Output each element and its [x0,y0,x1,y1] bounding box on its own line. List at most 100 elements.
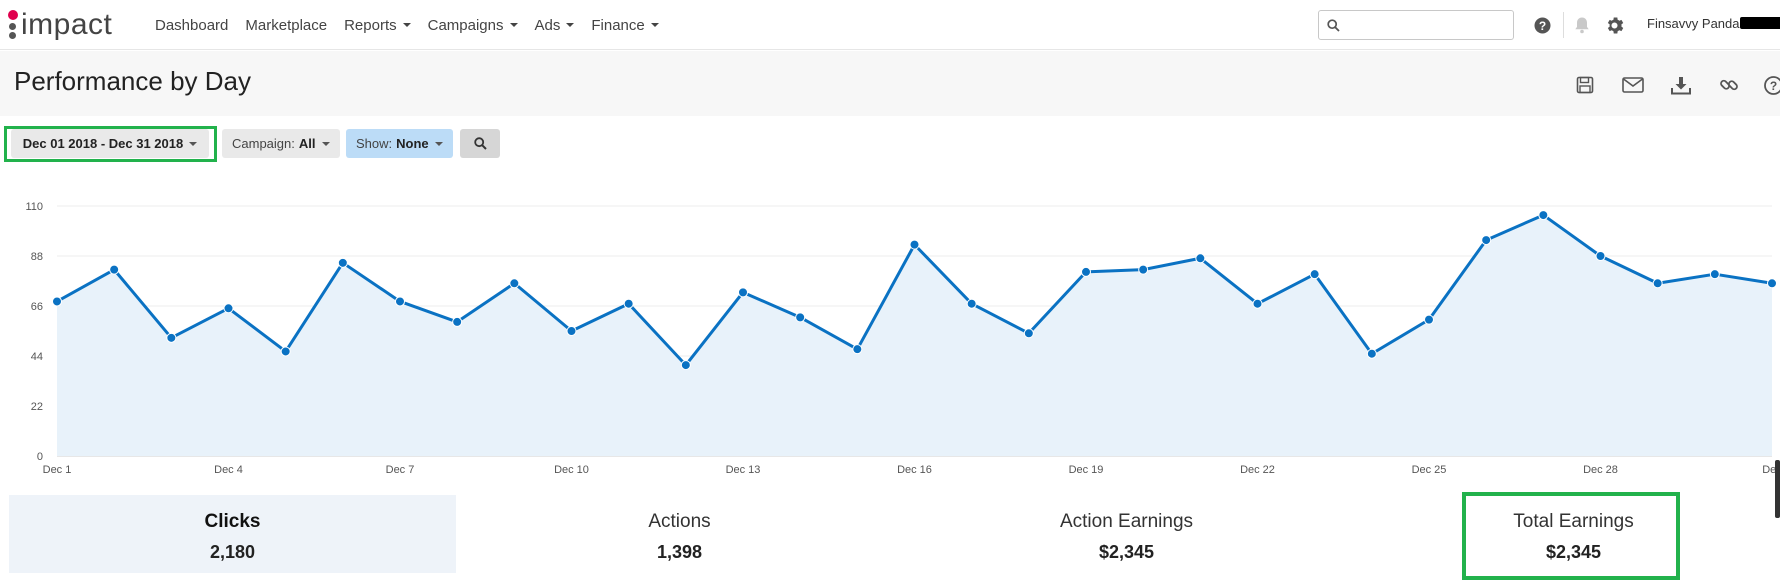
date-range-picker[interactable]: Dec 01 2018 - Dec 31 2018 [11,129,209,158]
search-icon [1327,18,1340,32]
data-point [1538,210,1549,221]
data-point [738,287,748,298]
data-point [1023,328,1034,339]
apply-search-button[interactable] [460,129,500,158]
nav-divider [1563,12,1564,38]
stat-label: Actions [648,511,711,532]
save-icon[interactable] [1573,73,1597,97]
data-point [395,296,405,307]
y-tick-label: 0 [37,451,43,463]
x-tick-label: Dec 13 [726,464,761,476]
campaign-filter-label: Campaign: [232,136,295,151]
logo-text: impact [21,8,113,41]
data-point [1424,314,1434,325]
nav-finance[interactable]: Finance [591,16,659,34]
show-filter-value: None [396,136,429,151]
search-input[interactable] [1346,17,1506,33]
data-point [795,312,806,323]
data-point [566,326,577,336]
stat-actions[interactable]: Actions 1,398 [456,495,903,573]
show-filter[interactable]: Show: None [346,129,453,158]
gear-icon[interactable] [1603,14,1625,36]
nav-reports[interactable]: Reports [344,17,411,34]
x-tick-label: Dec 10 [554,464,589,476]
stat-value: 2,180 [209,542,256,562]
nav-ads[interactable]: Ads [535,17,575,34]
download-icon[interactable] [1669,73,1693,97]
stat-action-earnings[interactable]: Action Earnings $2,345 [903,495,1350,573]
data-point [509,278,520,289]
nav-dashboard[interactable]: Dashboard [155,17,228,34]
x-tick-label: Dec 22 [1240,464,1275,476]
x-tick-label: Dec 28 [1583,464,1618,476]
campaign-filter-value: All [298,136,316,151]
help-icon[interactable]: ? [1531,14,1553,36]
show-filter-label: Show: [356,136,393,151]
data-point [223,303,234,314]
svg-text:?: ? [1538,18,1545,32]
impact-logo[interactable]: impact [6,4,112,44]
y-tick-label: 22 [31,401,43,413]
email-icon[interactable] [1621,73,1645,97]
data-point [966,298,977,309]
data-point [680,360,691,371]
data-point [1081,266,1091,277]
stat-clicks[interactable]: Clicks 2,180 [9,495,456,573]
data-point [852,344,863,355]
redacted-block [1740,17,1780,29]
stat-total-earnings[interactable]: Total Earnings $2,345 [1350,495,1780,573]
help-icon[interactable]: ? [1761,73,1780,97]
bell-icon[interactable] [1571,14,1593,36]
data-point [166,332,177,343]
nav-dashboard-label: Dashboard [155,16,229,34]
data-point [1252,298,1263,309]
user-menu[interactable]: Finsavvy Panda [1647,16,1740,31]
nav-marketplace-label: Marketplace [245,16,328,34]
top-navigation: impact Dashboard Marketplace Reports Cam… [0,0,1780,50]
nav-campaigns[interactable]: Campaigns [428,17,518,34]
global-search[interactable] [1318,10,1514,40]
nav-campaigns-label: Campaigns [427,16,504,34]
series-area [57,215,1772,456]
search-icon [473,137,487,150]
nav-marketplace[interactable]: Marketplace [245,17,327,34]
stat-value: $2,345 [1098,542,1155,562]
data-point [1138,264,1149,275]
chevron-down-icon [189,141,198,146]
date-range-value: Dec 01 2018 - Dec 31 2018 [22,136,184,151]
campaign-filter[interactable]: Campaign: All [222,129,340,158]
x-tick-label: Dec 25 [1412,464,1447,476]
line-chart: 0 22 44 66 88 110 Dec 1 Dec 4 Dec 7 Dec 10 Dec 13 D… [25,201,1780,476]
data-point [52,296,62,307]
nav-reports-label: Reports [344,16,397,34]
scrollbar-thumb[interactable] [1775,460,1780,518]
data-point [452,316,463,327]
page-header: Performance by Day ? [0,51,1780,116]
link-icon[interactable] [1717,73,1741,97]
data-point [909,239,920,250]
main-menu: Dashboard Marketplace Reports Campaigns … [155,0,676,50]
data-point [1366,348,1377,359]
stat-label: Total Earnings [1513,511,1634,532]
chevron-down-icon [434,141,443,146]
chevron-down-icon [650,23,659,27]
svg-text:?: ? [1769,79,1776,93]
data-point [109,264,120,275]
x-tick-label: Dec 4 [214,464,243,476]
chevron-down-icon [509,23,518,27]
chevron-down-icon [402,23,411,27]
data-point [280,346,291,357]
stat-label: Action Earnings [1059,511,1194,532]
page-title: Performance by Day [14,66,251,96]
stat-label: Clicks [204,511,261,532]
stat-value: 1,398 [656,542,703,562]
data-point [1595,251,1606,261]
logo-mark [6,6,20,42]
stat-value: $2,345 [1545,542,1602,562]
data-point [1709,269,1720,280]
data-point [1652,278,1663,289]
y-tick-label: 66 [31,301,43,313]
x-tick-label: Dec 19 [1069,464,1104,476]
nav-finance-label: Finance [591,16,645,34]
data-point [1767,278,1777,289]
